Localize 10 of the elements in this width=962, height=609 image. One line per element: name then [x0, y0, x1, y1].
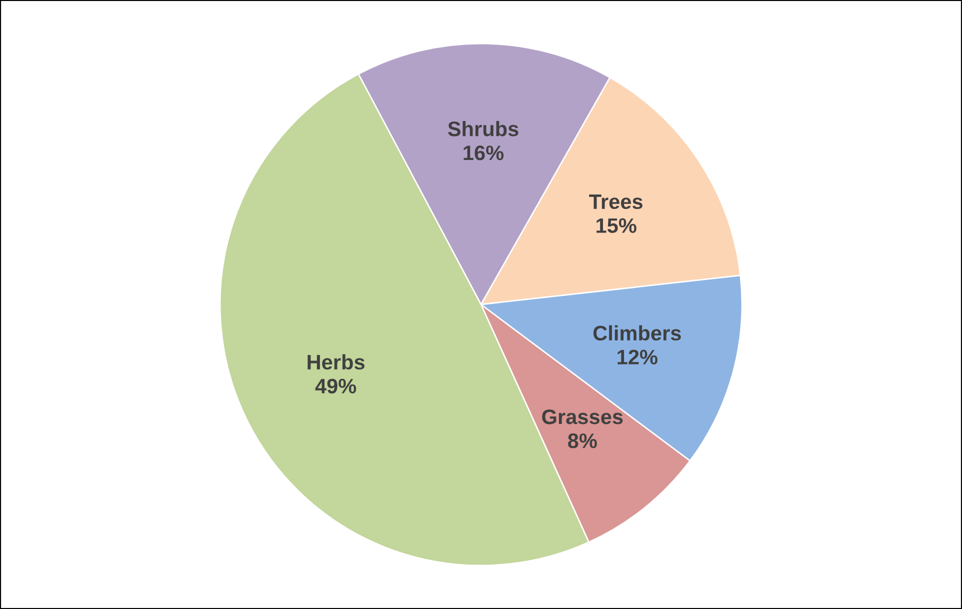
slice-label: Trees [589, 194, 642, 210]
data-label: 8% [568, 433, 597, 448]
data-label: 16% [464, 146, 504, 160]
data-label: 12% [618, 350, 658, 364]
slice-label: Climbers [593, 325, 681, 341]
data-label: 15% [596, 218, 636, 233]
slice-label: Herbs [308, 354, 364, 370]
slice-label: Grasses [542, 409, 623, 424]
slice-label: Shrubs [448, 121, 518, 136]
data-label: 49% [315, 378, 356, 394]
